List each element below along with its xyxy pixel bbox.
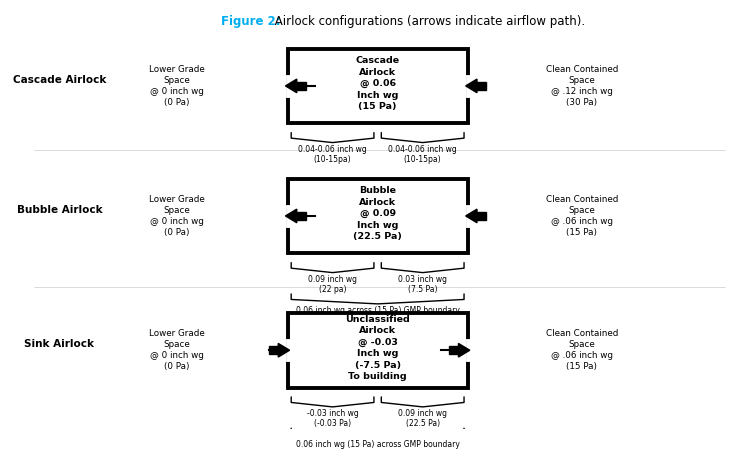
- Text: 0.06 inch wg across (15 Pa) GMP boundary: 0.06 inch wg across (15 Pa) GMP boundary: [296, 306, 460, 315]
- Text: Airlock configurations (arrows indicate airflow path).: Airlock configurations (arrows indicate …: [271, 15, 585, 28]
- Text: 0.06 inch wg (15 Pa) across GMP boundary: 0.06 inch wg (15 Pa) across GMP boundary: [296, 440, 460, 449]
- Text: Lower Grade
Space
@ 0 inch wg
(0 Pa): Lower Grade Space @ 0 inch wg (0 Pa): [149, 65, 205, 107]
- Text: 0.03 inch wg
(7.5 Pa): 0.03 inch wg (7.5 Pa): [398, 275, 447, 294]
- Text: Sink Airlock: Sink Airlock: [25, 339, 94, 349]
- Polygon shape: [286, 209, 297, 223]
- Text: Unclassified
Airlock
@ -0.03
Inch wg
(-7.5 Pa)
To building: Unclassified Airlock @ -0.03 Inch wg (-7…: [345, 315, 410, 381]
- Bar: [287, 179, 468, 253]
- Text: Cascade
Airlock
@ 0.06
Inch wg
(15 Pa): Cascade Airlock @ 0.06 Inch wg (15 Pa): [356, 56, 400, 111]
- Text: Clean Contained
Space
@ .12 inch wg
(30 Pa): Clean Contained Space @ .12 inch wg (30 …: [545, 65, 618, 107]
- Text: 0.09 inch wg
(22.5 Pa): 0.09 inch wg (22.5 Pa): [398, 409, 447, 428]
- Text: Lower Grade
Space
@ 0 inch wg
(0 Pa): Lower Grade Space @ 0 inch wg (0 Pa): [149, 195, 205, 237]
- Polygon shape: [466, 209, 477, 223]
- Polygon shape: [286, 79, 297, 93]
- Polygon shape: [477, 82, 486, 90]
- Bar: [287, 49, 468, 123]
- Bar: [287, 313, 468, 387]
- Text: -0.03 inch wg
(-0.03 Pa): -0.03 inch wg (-0.03 Pa): [307, 409, 358, 428]
- Text: Clean Contained
Space
@ .06 inch wg
(15 Pa): Clean Contained Space @ .06 inch wg (15 …: [545, 195, 618, 237]
- Polygon shape: [449, 346, 458, 354]
- Text: Lower Grade
Space
@ 0 inch wg
(0 Pa): Lower Grade Space @ 0 inch wg (0 Pa): [149, 329, 205, 371]
- Text: 0.04-0.06 inch wg
(10-15pa): 0.04-0.06 inch wg (10-15pa): [298, 145, 367, 164]
- Polygon shape: [278, 343, 290, 357]
- Text: Cascade Airlock: Cascade Airlock: [13, 75, 106, 85]
- Text: 0.04-0.06 inch wg
(10-15pa): 0.04-0.06 inch wg (10-15pa): [388, 145, 457, 164]
- Polygon shape: [458, 343, 470, 357]
- Polygon shape: [477, 212, 486, 220]
- Text: Clean Contained
Space
@ .06 inch wg
(15 Pa): Clean Contained Space @ .06 inch wg (15 …: [545, 329, 618, 371]
- Text: 0.09 inch wg
(22 pa): 0.09 inch wg (22 pa): [308, 275, 357, 294]
- Text: Bubble
Airlock
@ 0.09
Inch wg
(22.5 Pa): Bubble Airlock @ 0.09 Inch wg (22.5 Pa): [353, 186, 402, 241]
- Polygon shape: [297, 82, 306, 90]
- Polygon shape: [297, 212, 306, 220]
- Polygon shape: [269, 346, 278, 354]
- Polygon shape: [466, 79, 477, 93]
- Text: Bubble Airlock: Bubble Airlock: [16, 205, 102, 215]
- Text: Figure 2:: Figure 2:: [221, 15, 281, 28]
